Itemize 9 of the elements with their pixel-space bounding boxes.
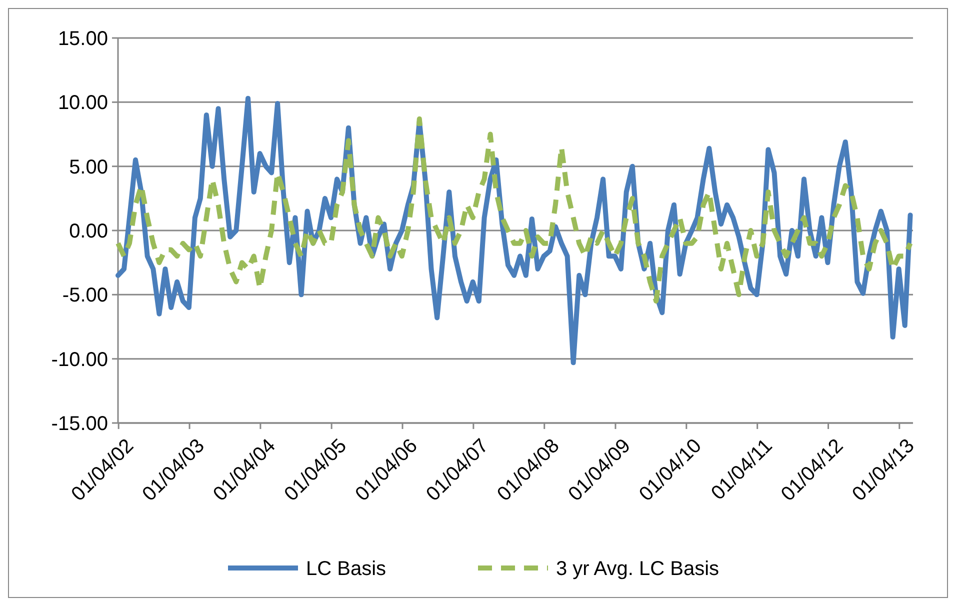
y-tick-label: -15.00 xyxy=(51,413,108,435)
legend-label: LC Basis xyxy=(306,558,386,580)
y-tick-label: 0.00 xyxy=(69,220,108,242)
y-tick-label: -10.00 xyxy=(51,348,108,371)
legend-label: 3 yr Avg. LC Basis xyxy=(556,558,720,580)
y-tick-label: -5.00 xyxy=(62,284,108,307)
y-tick-label: 5.00 xyxy=(69,156,108,178)
y-tick-label: 15.00 xyxy=(58,28,108,50)
y-tick-label: 10.00 xyxy=(58,92,108,114)
